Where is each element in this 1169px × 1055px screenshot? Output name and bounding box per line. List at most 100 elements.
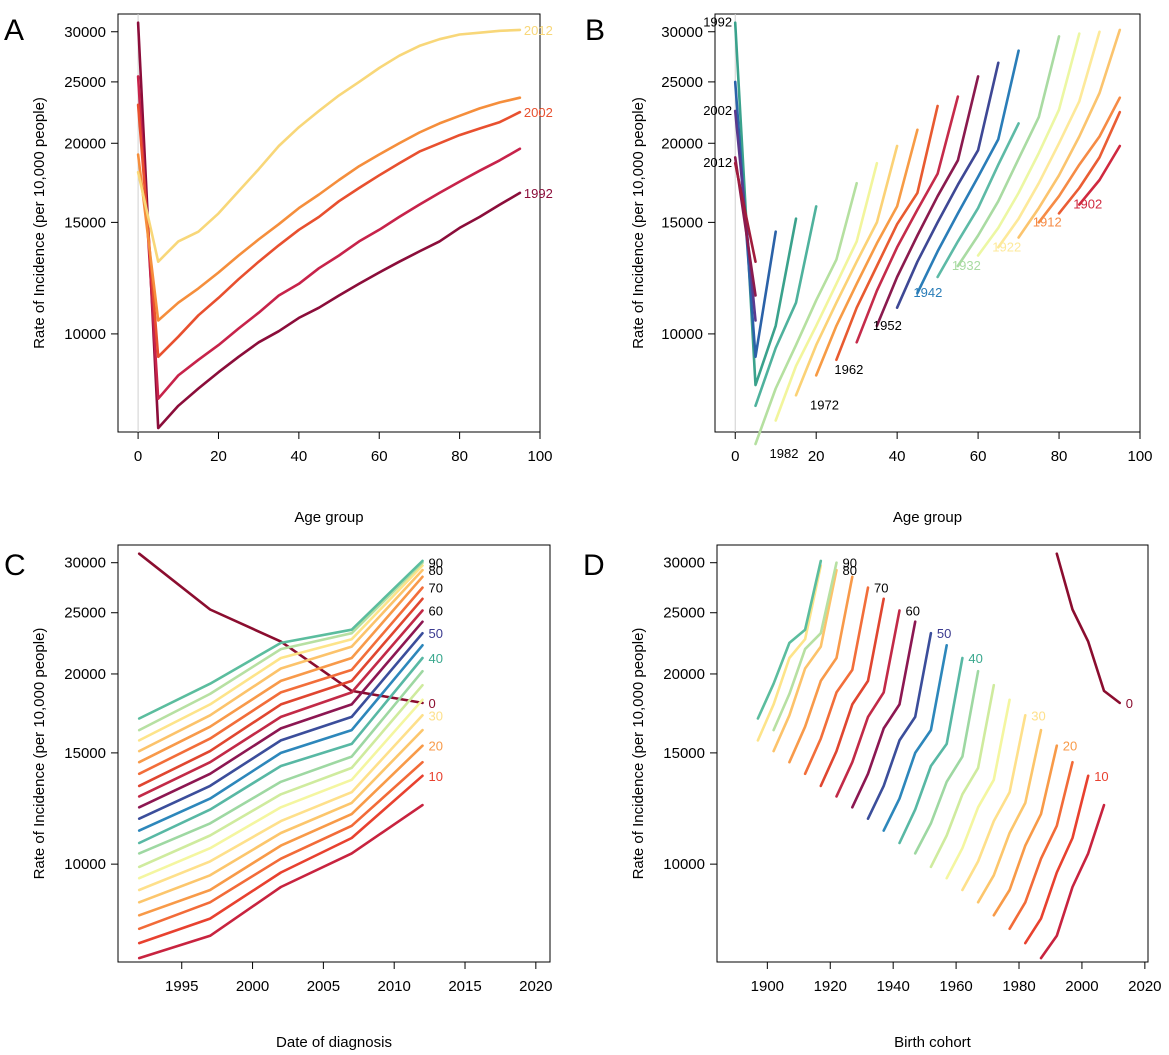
series-label-60: 50	[937, 626, 951, 641]
y-tick-label: 15000	[661, 214, 703, 231]
series-label-30: 30	[429, 708, 443, 723]
series-line-25	[137, 728, 424, 904]
series-line-40	[929, 683, 996, 869]
series-line-1982	[754, 181, 859, 446]
series-line-100	[137, 561, 424, 732]
series-line-20	[137, 744, 424, 917]
x-tick-label: 20	[808, 448, 825, 465]
series-line-35	[137, 698, 424, 880]
series-line-75	[137, 597, 424, 788]
series-line-1917	[1017, 28, 1122, 239]
x-tick-label: 1940	[876, 978, 909, 995]
x-tick-label: 80	[1051, 448, 1068, 465]
series-line-20	[992, 744, 1059, 917]
series-line-65	[137, 620, 424, 809]
series-line-10	[1024, 774, 1090, 945]
series-line-1932	[956, 35, 1061, 268]
y-tick-label: 20000	[64, 135, 106, 152]
x-tick-label: 100	[527, 448, 552, 465]
series-label-1922: 1922	[992, 239, 1021, 254]
x-tick-label: 40	[889, 448, 906, 465]
series-line-1947	[895, 61, 1000, 310]
series-label-1992: 1992	[524, 186, 553, 201]
series-line-1952	[875, 75, 980, 328]
x-tick-label: 0	[134, 448, 142, 465]
y-tick-label: 10000	[64, 856, 106, 873]
series-label-70: 60	[429, 604, 443, 619]
y-axis-title: Rate of Incidence (per 10,000 people)	[630, 628, 647, 880]
x-tick-label: 1900	[751, 978, 784, 995]
series-line-1942	[916, 49, 1020, 295]
series-label-100: 90	[843, 556, 857, 571]
panel-a: 0 20 40 60 80 100 10000 15000 20000 25000 30000 199…	[4, 13, 553, 526]
series-label-1912: 1912	[1033, 214, 1062, 229]
x-tick-label: 1980	[1002, 978, 1035, 995]
y-tick-label: 25000	[661, 74, 703, 91]
y-axis-title: Rate of Incidence (per 10,000 people)	[630, 97, 647, 349]
series-label-80: 70	[429, 581, 443, 596]
series-label-10: 10	[1094, 769, 1108, 784]
series-line-105	[756, 559, 823, 720]
series-label-30: 30	[1031, 708, 1045, 723]
series-label-50: 40	[968, 651, 982, 666]
x-tick-label: 2000	[1065, 978, 1098, 995]
x-tick-label: 60	[970, 448, 987, 465]
series-label-20: 20	[429, 739, 443, 754]
series-label-60: 50	[429, 626, 443, 641]
y-tick-label: 30000	[64, 555, 106, 572]
series-line-1997	[136, 75, 522, 401]
series-label-1902: 1902	[1073, 197, 1102, 212]
series-line-75	[819, 597, 886, 788]
panel-c: 1995 2000 2005 2010 2015 20201000015000200002…	[4, 544, 553, 1051]
series-line-1977	[774, 161, 879, 422]
y-tick-label: 20000	[663, 666, 705, 683]
x-tick-label: 2005	[307, 978, 340, 995]
series-label-2002: 2002	[703, 103, 732, 118]
series-label-2012: 2012	[524, 23, 553, 38]
plot-frame	[716, 544, 1149, 963]
series-line-5	[137, 803, 424, 960]
y-tick-label: 30000	[663, 555, 705, 572]
x-axis-title: Age group	[893, 509, 962, 526]
series-line-1972	[794, 144, 899, 397]
y-tick-label: 15000	[64, 214, 106, 231]
series-line-1992	[136, 21, 522, 430]
x-axis-title: Birth cohort	[894, 1034, 972, 1051]
y-tick-label: 20000	[64, 666, 106, 683]
y-tick-label: 15000	[64, 745, 106, 762]
series-line-2012	[733, 161, 757, 264]
series-line-1927	[976, 32, 1081, 257]
series-line-90	[772, 568, 838, 753]
series-line-1912	[1037, 96, 1122, 224]
series-line-45	[913, 669, 980, 855]
x-tick-label: 2010	[378, 978, 411, 995]
series-line-15	[1008, 760, 1074, 931]
series-line-80	[137, 586, 424, 776]
series-line-70	[835, 609, 901, 798]
x-tick-label: 100	[1127, 448, 1152, 465]
series-label-100: 90	[429, 556, 443, 571]
series-label-2012: 2012	[703, 155, 732, 170]
y-tick-label: 30000	[64, 24, 106, 41]
series-label-0: 0	[1126, 696, 1133, 711]
series-line-45	[137, 669, 424, 855]
y-axis-title: Rate of Incidence (per 10,000 people)	[31, 628, 48, 880]
series-line-1957	[855, 95, 960, 344]
series-label-0: 0	[429, 696, 436, 711]
y-tick-label: 15000	[663, 745, 705, 762]
series-line-30	[961, 713, 1027, 892]
series-line-0	[1055, 552, 1121, 705]
series-label-10: 10	[429, 769, 443, 784]
panel-letter: D	[583, 549, 605, 582]
y-tick-label: 10000	[661, 326, 703, 343]
series-line-2002	[136, 103, 522, 359]
series-line-2007	[136, 96, 522, 322]
y-tick-label: 10000	[64, 326, 106, 343]
series-label-80: 70	[874, 581, 888, 596]
series-line-50	[898, 656, 964, 845]
series-label-90: 80	[843, 563, 857, 578]
series-label-50: 40	[429, 651, 443, 666]
series-line-40	[137, 683, 424, 869]
series-line-95	[756, 564, 823, 742]
